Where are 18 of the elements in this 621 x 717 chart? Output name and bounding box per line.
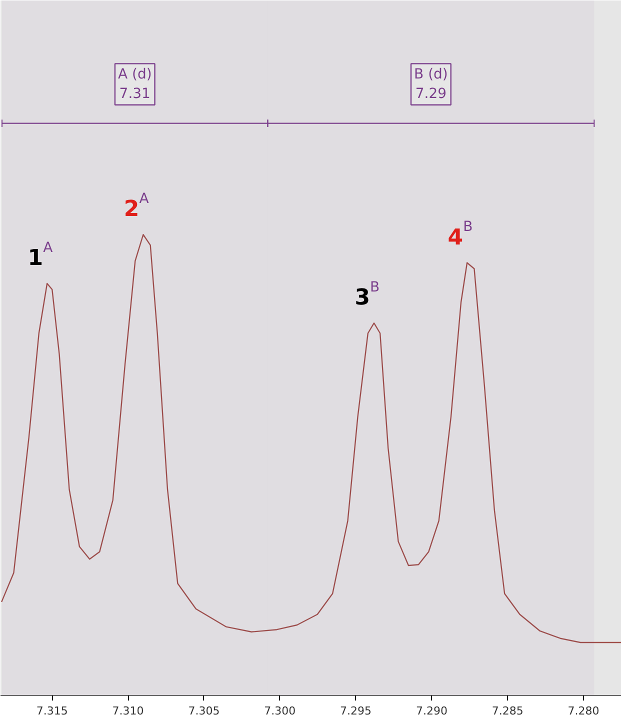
x-tick-label: 7.285: [492, 704, 524, 717]
x-tick-label: 7.310: [112, 704, 144, 717]
annotation: 1: [28, 246, 44, 272]
band-label: A (d) 7.31: [118, 66, 152, 102]
x-tick-label: 7.290: [416, 704, 448, 717]
annotation: A: [139, 190, 150, 207]
annotation: 4: [448, 225, 464, 250]
band-label: B (d) 7.29: [414, 66, 448, 102]
annotation: 2: [124, 197, 140, 222]
annotation: B: [463, 219, 473, 236]
annotation: B: [370, 279, 380, 296]
x-tick-label: 7.315: [36, 704, 68, 717]
x-tick-label: 7.295: [340, 704, 372, 717]
x-tick-label: 7.300: [264, 704, 296, 717]
x-tick-label: 7.280: [568, 704, 600, 717]
x-tick-label: 7.305: [188, 704, 220, 717]
annotation: A: [43, 240, 54, 256]
annotation: 3: [354, 286, 370, 311]
